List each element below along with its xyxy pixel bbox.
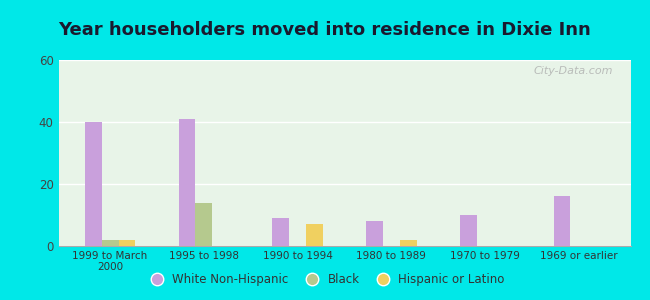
Bar	[179, 119, 196, 246]
Bar	[400, 240, 417, 246]
Bar	[306, 224, 323, 246]
Bar	[196, 202, 213, 246]
Bar	[118, 240, 135, 246]
Text: Year householders moved into residence in Dixie Inn: Year householders moved into residence i…	[58, 21, 592, 39]
Bar	[366, 221, 383, 246]
Bar	[460, 215, 476, 246]
Bar	[272, 218, 289, 246]
Bar	[101, 240, 118, 246]
Legend: White Non-Hispanic, Black, Hispanic or Latino: White Non-Hispanic, Black, Hispanic or L…	[140, 269, 510, 291]
Bar	[554, 196, 571, 246]
Bar	[84, 122, 101, 246]
Text: City-Data.com: City-Data.com	[534, 66, 614, 76]
